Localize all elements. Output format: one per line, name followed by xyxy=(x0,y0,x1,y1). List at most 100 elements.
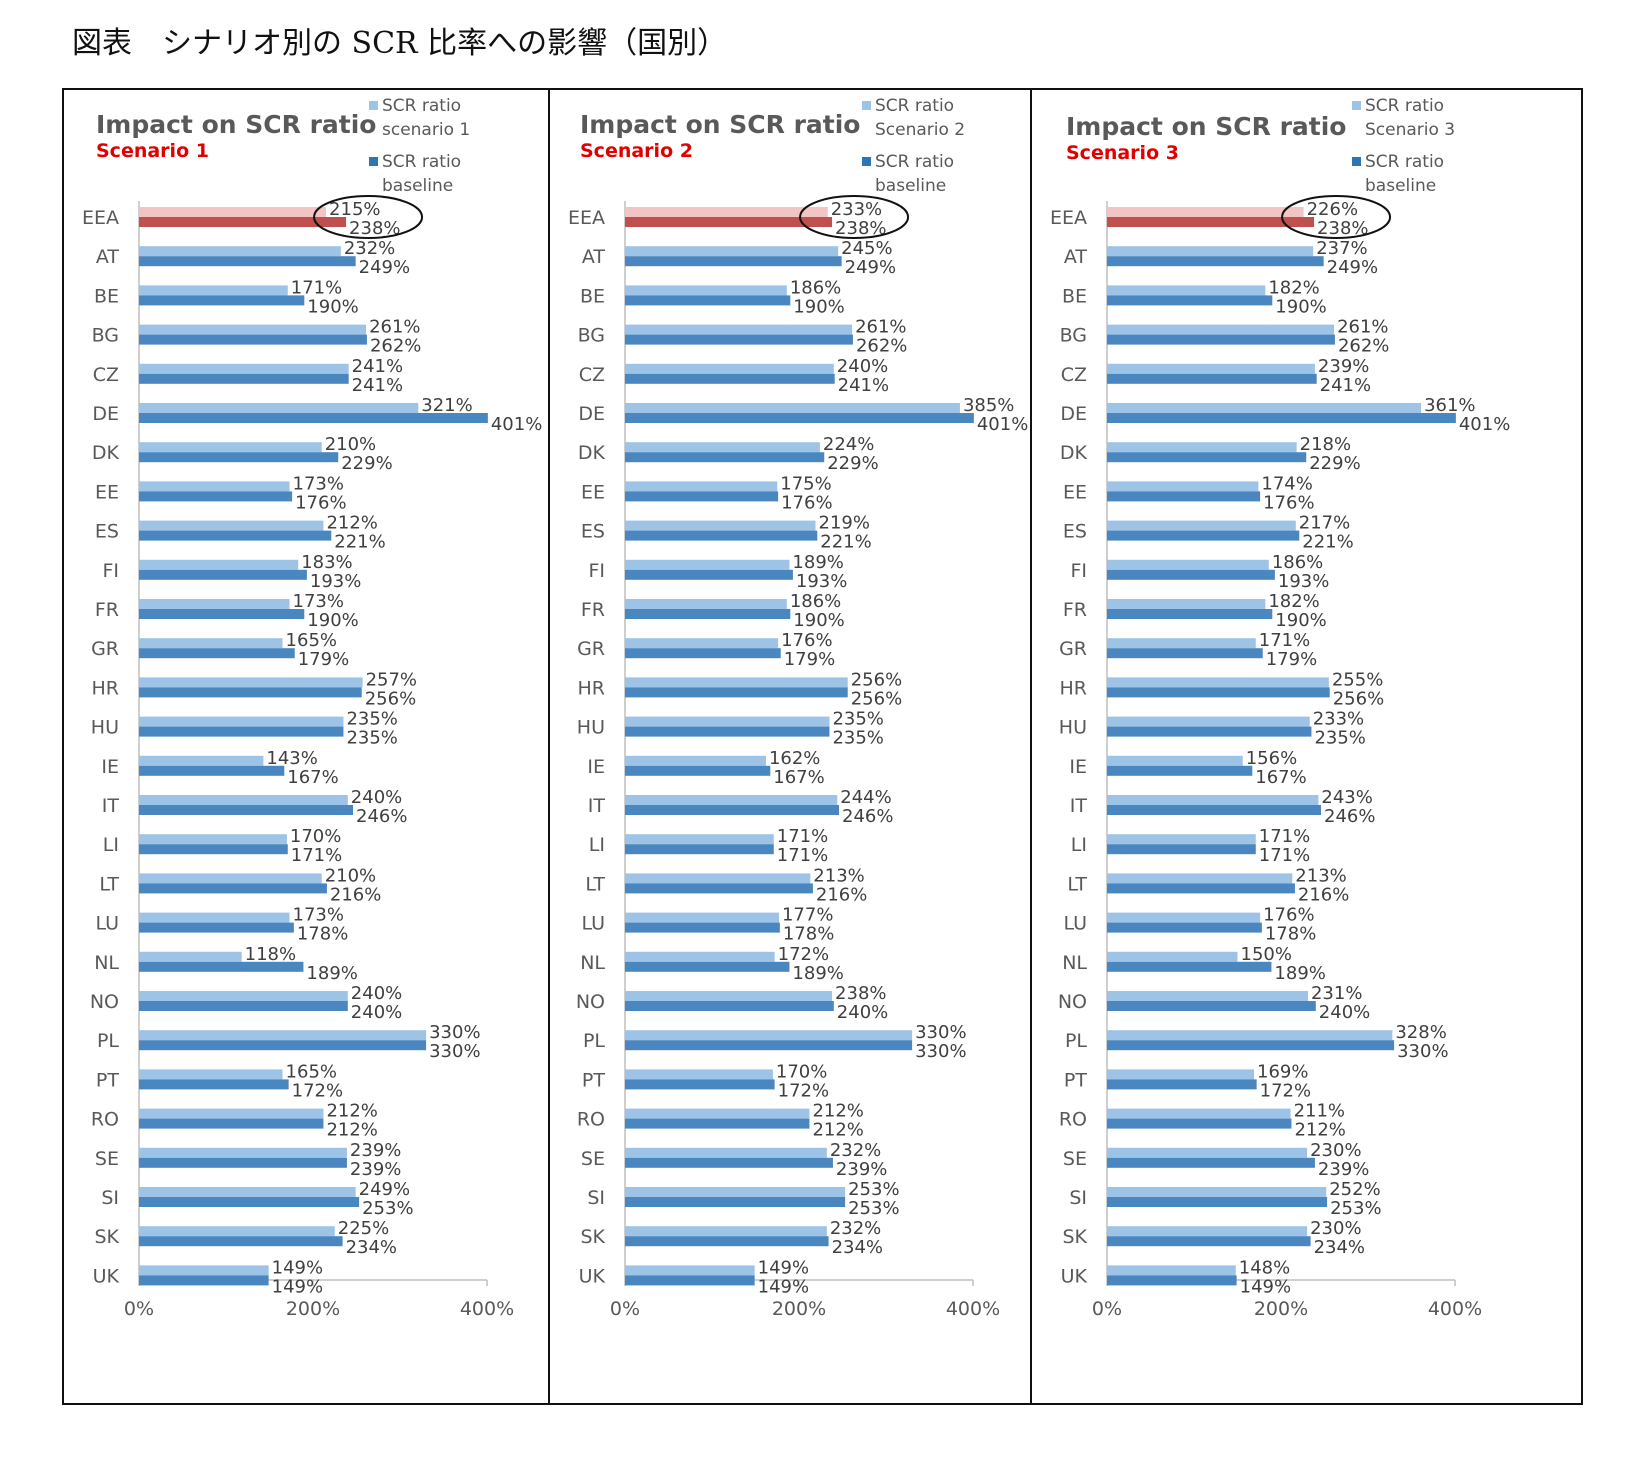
data-label-baseline: 235% xyxy=(832,728,883,749)
bar-baseline xyxy=(625,765,771,776)
data-label-scenario: 173% xyxy=(293,473,344,494)
bar-baseline xyxy=(1107,334,1335,345)
bar-baseline xyxy=(139,1040,427,1051)
data-label-scenario: 213% xyxy=(1295,865,1346,886)
bar-baseline xyxy=(1107,530,1300,541)
category-label: LI xyxy=(103,834,119,856)
data-label-scenario: 239% xyxy=(1318,356,1369,377)
data-label-baseline: 262% xyxy=(1338,336,1389,357)
legend: SCR ratio Scenario 3 SCR ratio baseline xyxy=(1352,94,1495,206)
data-label-baseline: 190% xyxy=(307,610,358,631)
data-label-baseline: 235% xyxy=(1314,728,1365,749)
bar-baseline xyxy=(1107,413,1456,423)
data-label-scenario: 162% xyxy=(769,748,820,769)
category-label: RO xyxy=(91,1109,119,1131)
data-label-baseline: 241% xyxy=(838,375,889,396)
data-label-baseline: 262% xyxy=(856,336,907,357)
data-label-scenario: 175% xyxy=(780,473,831,494)
legend-label: SCR ratio Scenario 2 xyxy=(875,96,966,140)
legend-item-scenario: SCR ratio Scenario 3 xyxy=(1352,94,1495,142)
data-label-scenario: 240% xyxy=(837,356,888,377)
highlight-ellipse xyxy=(799,195,910,239)
data-label-baseline: 330% xyxy=(915,1041,966,1062)
data-label-scenario: 183% xyxy=(301,552,352,573)
data-label-scenario: 361% xyxy=(1424,395,1475,416)
bar-scenario xyxy=(625,638,779,649)
data-label-scenario: 239% xyxy=(350,1140,401,1161)
category-label: UK xyxy=(1061,1265,1088,1287)
data-label-baseline: 167% xyxy=(287,767,338,788)
category-label: NO xyxy=(1058,991,1087,1013)
category-label: NO xyxy=(576,991,605,1013)
data-label-baseline: 167% xyxy=(1255,767,1306,788)
bar-scenario xyxy=(139,951,242,962)
charts-frame: 0% 200% 400% EEA 215% 238% AT 232% 249% BE 171% 190… xyxy=(62,88,1583,1405)
data-label-baseline: 171% xyxy=(291,845,342,866)
bar-baseline xyxy=(1107,452,1307,463)
legend-swatch-baseline xyxy=(369,157,378,166)
data-label-scenario: 261% xyxy=(855,317,906,338)
bar-scenario xyxy=(1107,324,1335,335)
category-label: EEA xyxy=(82,207,119,229)
category-label: BE xyxy=(580,285,605,307)
category-label: LI xyxy=(1071,834,1087,856)
bar-scenario xyxy=(139,207,327,217)
data-label-baseline: 216% xyxy=(816,884,867,905)
data-label-scenario: 118% xyxy=(245,944,296,965)
bar-scenario xyxy=(1107,481,1259,492)
bar-scenario xyxy=(139,677,363,688)
data-label-scenario: 213% xyxy=(813,865,864,886)
category-label: HR xyxy=(578,677,606,699)
data-label-baseline: 149% xyxy=(1240,1276,1291,1297)
category-label: EE xyxy=(581,481,605,503)
data-label-baseline: 240% xyxy=(351,1002,402,1023)
category-label: LT xyxy=(585,873,605,895)
bar-scenario xyxy=(625,481,778,492)
data-label-scenario: 171% xyxy=(291,277,342,298)
data-label-baseline: 178% xyxy=(783,924,834,945)
data-label-baseline: 246% xyxy=(842,806,893,827)
bar-baseline xyxy=(625,1079,775,1090)
bar-scenario xyxy=(139,363,349,374)
category-label: HU xyxy=(577,717,605,739)
bar-baseline xyxy=(139,922,294,933)
data-label-scenario: 210% xyxy=(325,434,376,455)
data-label-baseline: 216% xyxy=(330,884,381,905)
legend-item-baseline: SCR ratio baseline xyxy=(1352,150,1495,198)
bar-scenario xyxy=(625,873,811,884)
bar-scenario xyxy=(1107,363,1315,374)
x-tick-label: 200% xyxy=(286,1298,340,1320)
x-tick-label: 200% xyxy=(772,1298,826,1320)
data-label-baseline: 190% xyxy=(793,610,844,631)
category-label: HU xyxy=(91,717,119,739)
bar-baseline xyxy=(625,805,840,815)
category-label: ES xyxy=(581,521,605,543)
bar-scenario xyxy=(139,1226,335,1237)
data-label-baseline: 221% xyxy=(1302,532,1353,553)
bar-scenario xyxy=(139,481,290,492)
data-label-scenario: 235% xyxy=(832,709,883,730)
legend-label: SCR ratio Scenario 3 xyxy=(1365,96,1456,140)
category-label: ES xyxy=(95,521,119,543)
data-label-baseline: 212% xyxy=(812,1120,863,1141)
data-label-baseline: 221% xyxy=(820,532,871,553)
bar-baseline xyxy=(139,1079,289,1090)
bar-baseline xyxy=(139,687,362,698)
bar-baseline xyxy=(625,530,818,541)
bar-scenario xyxy=(625,520,816,531)
category-label: HR xyxy=(1060,677,1088,699)
bar-baseline xyxy=(625,961,790,972)
legend: SCR ratio Scenario 2 SCR ratio baseline xyxy=(862,94,1005,206)
data-label-scenario: 219% xyxy=(819,513,870,534)
data-label-baseline: 179% xyxy=(298,649,349,670)
category-label: CZ xyxy=(1061,364,1087,386)
bar-baseline xyxy=(1107,1040,1395,1051)
bar-scenario xyxy=(625,1187,846,1197)
bar-baseline xyxy=(1107,1275,1237,1286)
data-label-baseline: 256% xyxy=(851,688,902,709)
data-label-scenario: 182% xyxy=(1268,277,1319,298)
data-label-scenario: 225% xyxy=(338,1218,389,1239)
data-label-baseline: 253% xyxy=(848,1198,899,1219)
data-label-baseline: 235% xyxy=(346,728,397,749)
bar-baseline xyxy=(1107,1236,1311,1247)
